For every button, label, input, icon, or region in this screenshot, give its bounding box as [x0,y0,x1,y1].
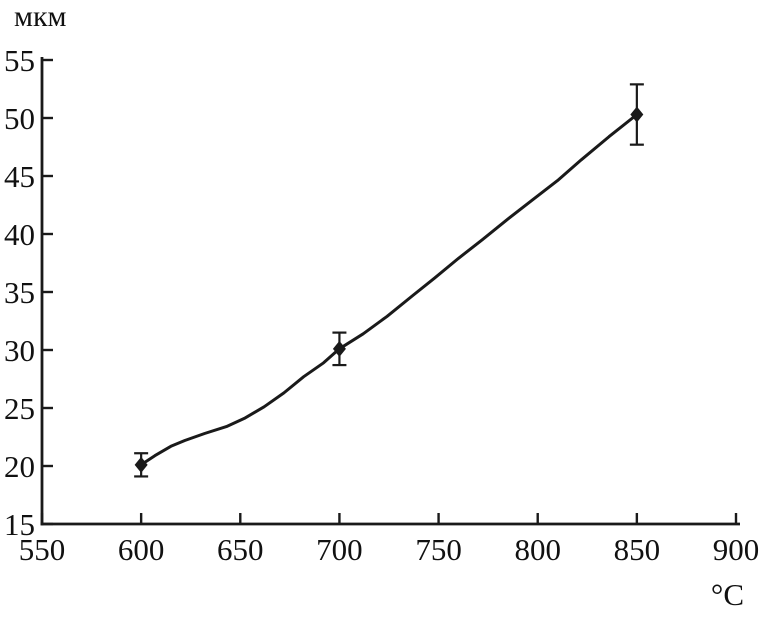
data-point-marker [332,340,346,357]
y-tick-label: 40 [4,217,35,252]
y-tick-label: 35 [4,275,35,310]
x-tick-label: 850 [614,532,661,567]
y-tick-label: 20 [4,449,35,484]
y-tick-label: 25 [4,391,35,426]
x-tick-label: 900 [713,532,760,567]
x-tick-label: 650 [217,532,264,567]
y-tick-label: 30 [4,333,35,368]
y-tick-label: 15 [4,507,35,542]
x-tick-label: 800 [514,532,561,567]
y-tick-label: 55 [4,43,35,78]
x-tick-label: 550 [19,532,66,567]
x-tick-label: 750 [415,532,462,567]
y-tick-label: 50 [4,101,35,136]
x-tick-label: 600 [118,532,165,567]
data-point-marker [630,106,644,123]
y-tick-label: 45 [4,159,35,194]
data-line [139,113,639,467]
data-point-marker [134,456,148,473]
x-tick-label: 700 [316,532,363,567]
x-axis-label: °C [710,576,744,612]
y-axis-label: мкм [14,0,67,33]
